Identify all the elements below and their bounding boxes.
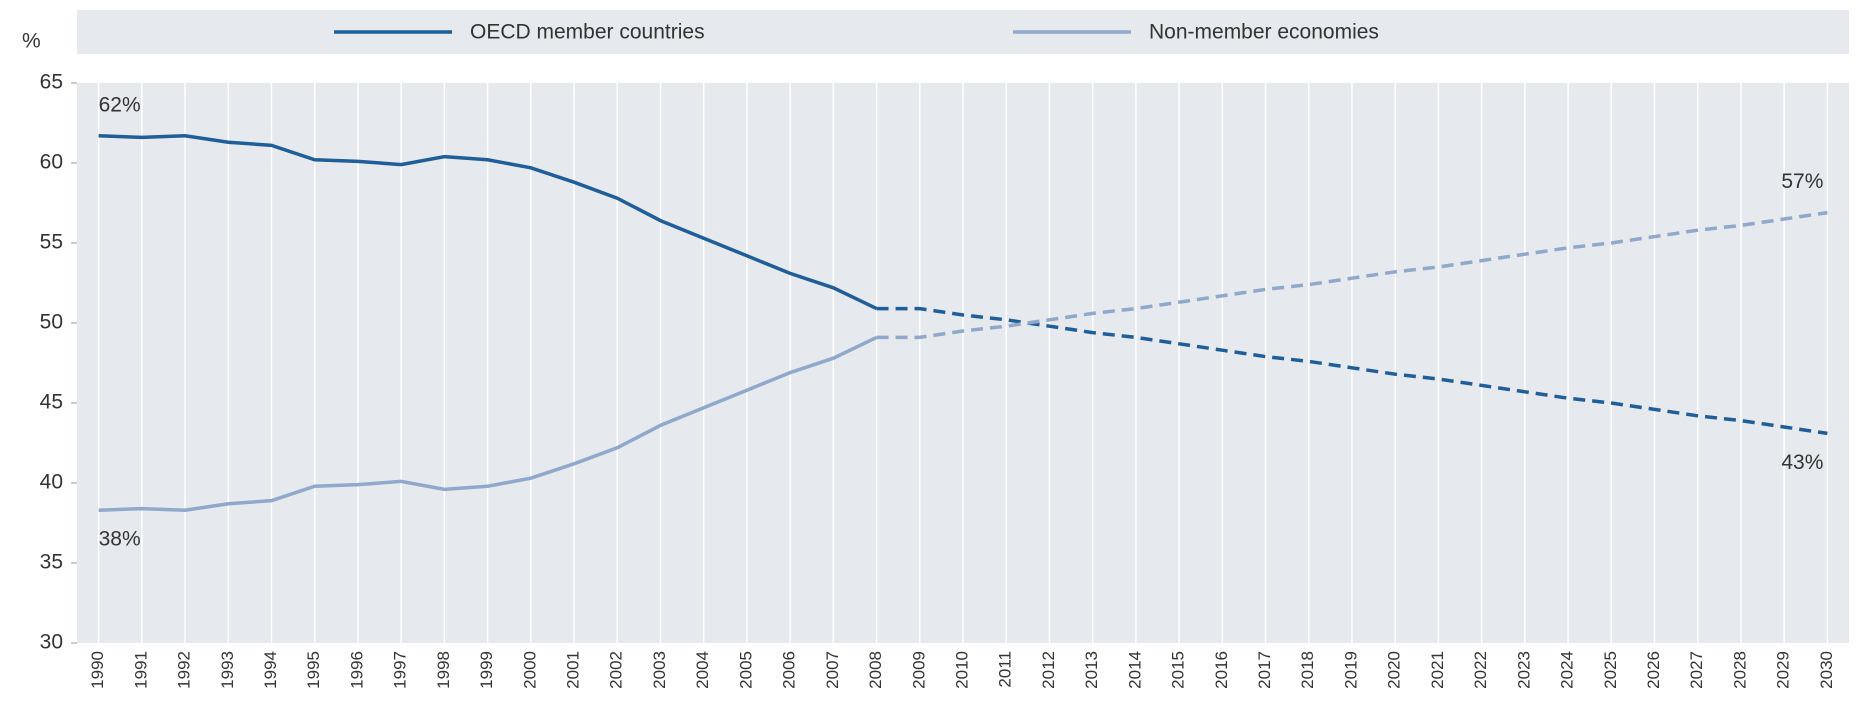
- x-tick-label: 2008: [866, 651, 885, 689]
- x-tick-label: 2028: [1730, 651, 1749, 689]
- x-tick-label: 2006: [780, 651, 799, 689]
- x-tick-label: 2027: [1687, 651, 1706, 689]
- x-tick-label: 1995: [304, 651, 323, 689]
- x-tick-label: 2001: [564, 651, 583, 689]
- y-tick-label: 60: [40, 151, 63, 174]
- data-label: 43%: [1781, 451, 1823, 474]
- series-line: [98, 335, 878, 512]
- x-tick-label: 2009: [909, 651, 928, 689]
- x-tick-label: 2007: [823, 651, 842, 689]
- x-tick-label: 2016: [1212, 651, 1231, 689]
- x-tick-label: 2026: [1644, 651, 1663, 689]
- x-tick-label: 2004: [693, 651, 712, 689]
- x-tick-label: 2003: [650, 651, 669, 689]
- x-tick-label: 2020: [1385, 651, 1404, 689]
- y-tick-label: 40: [40, 471, 63, 494]
- x-tick-label: 1992: [175, 651, 194, 689]
- y-tick-label: 50: [40, 311, 63, 334]
- projection-line: [876, 306, 1828, 436]
- x-tick-label: 2025: [1601, 651, 1620, 689]
- x-tick-label: 1996: [347, 651, 366, 689]
- y-tick-label: 35: [40, 551, 63, 574]
- x-tick-label: 1993: [218, 651, 237, 689]
- x-tick-label: 2018: [1298, 651, 1317, 689]
- x-tick-label: 2029: [1774, 651, 1793, 689]
- y-tick-label: 55: [40, 231, 63, 254]
- data-label: 62%: [99, 93, 141, 116]
- x-tick-label: 1997: [391, 651, 410, 689]
- x-tick-label: 2005: [736, 651, 755, 689]
- y-axis-unit: %: [22, 30, 41, 53]
- x-tick-label: 2030: [1817, 651, 1836, 689]
- x-tick-label: 2011: [996, 651, 1015, 688]
- x-tick-label: 2000: [520, 651, 539, 689]
- x-tick-label: 2015: [1169, 651, 1188, 689]
- data-label: 57%: [1781, 170, 1823, 193]
- x-tick-label: 1999: [477, 651, 496, 689]
- x-tick-label: 2012: [1039, 651, 1058, 689]
- x-tick-label: 2023: [1514, 651, 1533, 689]
- y-tick-label: 30: [40, 631, 63, 654]
- x-tick-label: 2021: [1428, 651, 1447, 689]
- x-tick-label: 2002: [607, 651, 626, 689]
- x-tick-label: 2017: [1255, 651, 1274, 689]
- projection-line: [876, 210, 1828, 340]
- series-line: [98, 134, 878, 311]
- x-tick-label: 2019: [1341, 651, 1360, 689]
- legend-label: Non-member economies: [1149, 21, 1379, 44]
- y-tick-label: 45: [40, 391, 63, 414]
- x-tick-label: 2013: [1082, 651, 1101, 689]
- legend-label: OECD member countries: [470, 21, 705, 44]
- x-tick-label: 2024: [1558, 651, 1577, 689]
- x-tick-label: 1991: [131, 651, 150, 689]
- x-tick-label: 2014: [1125, 651, 1144, 689]
- y-tick-label: 65: [40, 71, 63, 94]
- x-tick-label: 1998: [434, 651, 453, 689]
- x-tick-label: 1994: [261, 651, 280, 689]
- data-label: 38%: [99, 528, 141, 551]
- x-tick-label: 2022: [1471, 651, 1490, 689]
- x-tick-label: 1990: [88, 651, 107, 689]
- x-tick-label: 2010: [952, 651, 971, 689]
